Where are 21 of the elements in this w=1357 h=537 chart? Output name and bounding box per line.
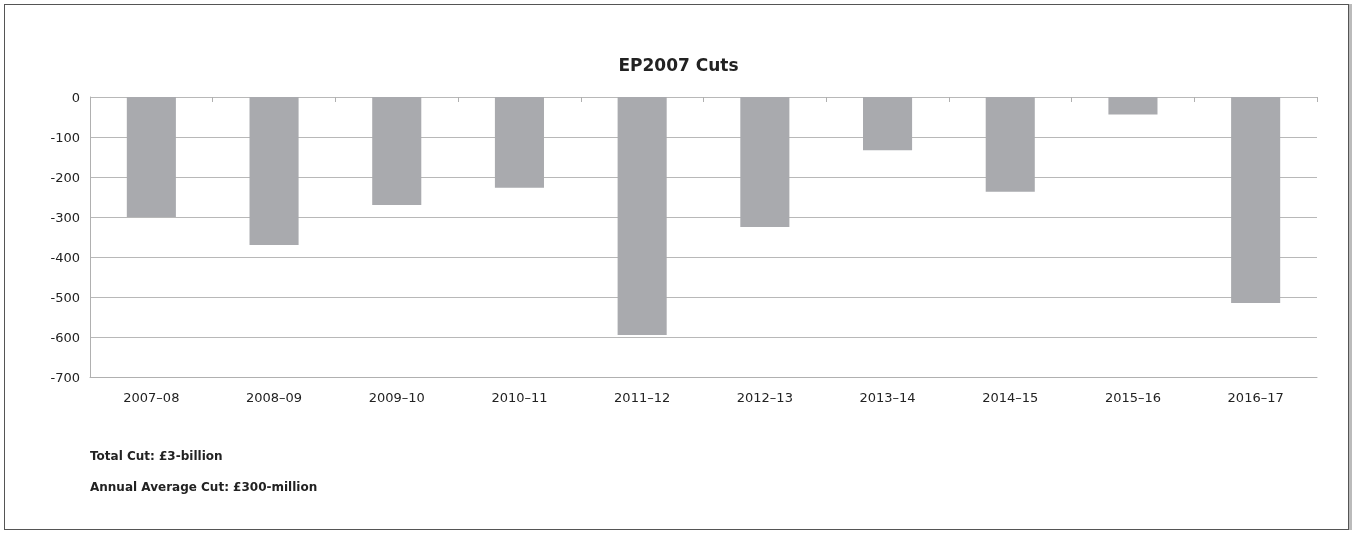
x-tick-label: 2009–10 — [368, 390, 425, 405]
x-tick-label: 2011–12 — [614, 390, 671, 405]
y-tick-label: -700 — [50, 369, 80, 385]
y-tick-label: -500 — [50, 289, 80, 305]
x-tick-label: 2010–11 — [491, 390, 548, 405]
text: Total Cut: £3-billion — [90, 449, 223, 463]
y-tick-label: -100 — [50, 129, 80, 145]
x-tick-label: 2008–09 — [245, 390, 303, 405]
y-tick-label: 0 — [71, 89, 80, 105]
text: Annual Average Cut: £300-million — [90, 480, 318, 494]
y-tick-label: -200 — [50, 169, 80, 185]
y-tick-label: -600 — [50, 329, 80, 345]
x-tick-label: 2013–14 — [859, 390, 916, 405]
x-tick-label: 2012–13 — [736, 390, 793, 405]
y-tick-label: -300 — [50, 209, 80, 225]
x-tick-label: 2015–16 — [1104, 390, 1162, 405]
y-tick-label: -400 — [50, 249, 80, 265]
x-tick-label: 2016–17 — [1227, 390, 1284, 405]
chart-title: EP2007 Cuts — [618, 54, 739, 75]
x-tick-label: 2014–15 — [982, 390, 1039, 405]
x-tick-label: 2007–08 — [123, 390, 180, 405]
